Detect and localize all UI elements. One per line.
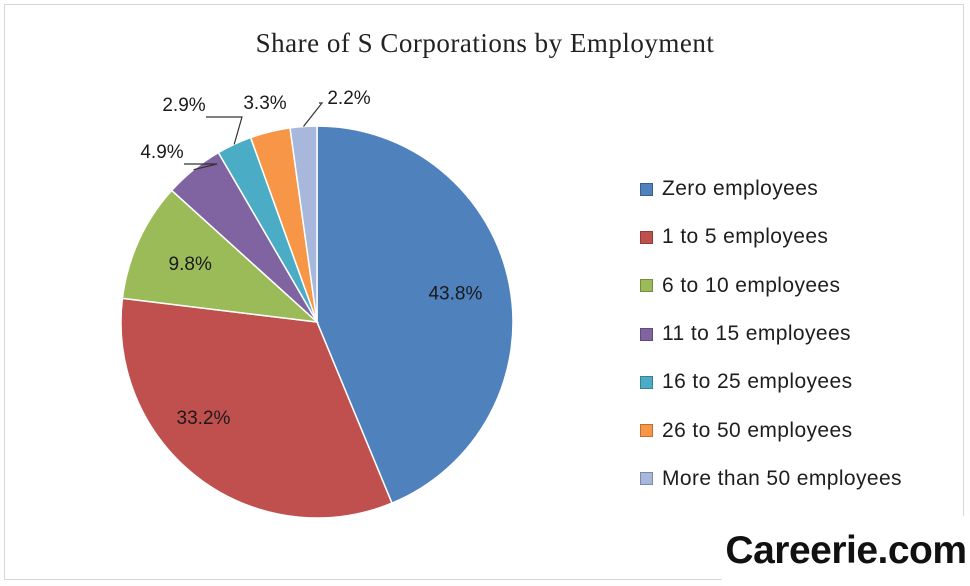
data-label-16-to-25-employees: 2.9% — [162, 95, 205, 116]
chart-title: Share of S Corporations by Employment — [255, 28, 715, 58]
legend-item-6-to-10-employees: 6 to 10 employees — [640, 262, 902, 310]
legend: Zero employees 1 to 5 employees 6 to 10 em… — [640, 165, 902, 503]
slice-6-to-10-employees — [121, 189, 320, 324]
watermark: Careerie.com — [722, 516, 970, 586]
data-label-zero-employees: 43.8% — [428, 284, 482, 305]
legend-swatch — [640, 182, 653, 196]
legend-label: 26 to 50 employees — [662, 418, 853, 442]
legend-label: 6 to 10 employees — [662, 273, 841, 297]
legend-item-16-to-25-employees: 16 to 25 employees — [640, 358, 902, 406]
data-label-1-to-5-employees: 33.2% — [177, 408, 231, 429]
data-label-11-to-15-employees: 4.9% — [140, 142, 183, 163]
leader-line-11-to-15-employees — [184, 163, 218, 171]
legend-label: 11 to 15 employees — [662, 322, 851, 346]
legend-swatch — [640, 230, 653, 244]
legend-item-zero-employees: Zero employees — [640, 165, 902, 213]
legend-label: 1 to 5 employees — [662, 225, 829, 249]
legend-swatch — [640, 375, 653, 389]
leader-line-16-to-25-employees — [206, 116, 243, 145]
slice-more-than-50-employees — [289, 125, 318, 323]
legend-label: 16 to 25 employees — [662, 370, 853, 394]
slice-zero-employees — [316, 125, 514, 505]
legend-item-26-to-50-employees: 26 to 50 employees — [640, 406, 902, 454]
slice-1-to-5-employees — [120, 297, 393, 519]
legend-swatch — [640, 327, 653, 341]
legend-swatch — [640, 472, 653, 486]
data-label-26-to-50-employees: 3.3% — [243, 93, 286, 114]
legend-swatch — [640, 279, 653, 293]
legend-item-1-to-5-employees: 1 to 5 employees — [640, 213, 902, 261]
leader-line-more-than-50-employees — [303, 102, 324, 127]
legend-item-more-than-50-employees: More than 50 employees — [640, 455, 902, 503]
data-label-6-to-10-employees: 9.8% — [169, 254, 212, 275]
legend-label: More than 50 employees — [662, 466, 902, 490]
data-label-more-than-50-employees: 2.2% — [327, 88, 370, 109]
legend-item-11-to-15-employees: 11 to 15 employees — [640, 310, 902, 358]
legend-label: Zero employees — [662, 177, 819, 201]
legend-swatch — [640, 424, 653, 438]
